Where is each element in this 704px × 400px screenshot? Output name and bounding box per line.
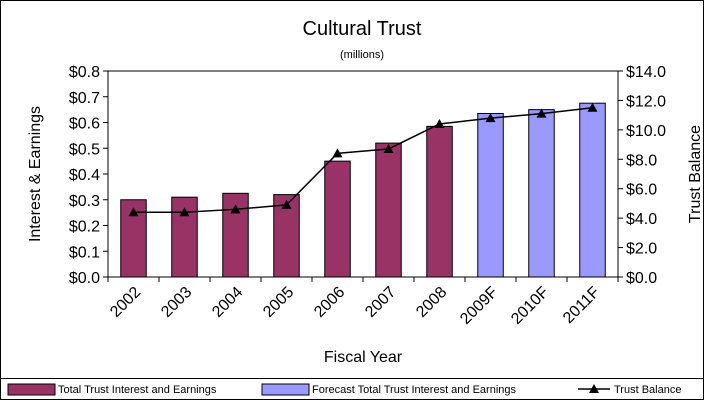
- legend: Total Trust Interest and Earnings Forecas…: [7, 383, 681, 396]
- bar-forecast-2010F: [528, 109, 555, 278]
- trust-balance-marker-2008: [434, 118, 445, 128]
- bar-actual-2008: [426, 125, 453, 278]
- y-axis-left: $0.0 $0.1 $0.2 $0.3 $0.4 $0.5 $0.6 $0.7 $0.8: [69, 64, 108, 287]
- bar-forecast-2011F: [579, 102, 606, 278]
- y-tick-label-right: $8.0: [626, 152, 657, 169]
- legend-swatch-forecast: [261, 383, 310, 396]
- trust-balance-marker-2005: [281, 199, 292, 209]
- legend-swatch-actual: [7, 383, 56, 396]
- legend-label-forecast: Forecast Total Trust Interest and Earnin…: [312, 384, 517, 396]
- y-axis-title-left: Interest & Earnings: [27, 106, 44, 242]
- trust-balance-marker-2003: [179, 207, 190, 217]
- y-tick-label-left: $0.4: [69, 167, 100, 184]
- trust-balance-marker-2011F: [587, 102, 598, 112]
- chart-subtitle: (millions): [340, 49, 384, 61]
- y-tick-label-left: $0.6: [69, 116, 100, 133]
- legend-label-line: Trust Balance: [614, 384, 681, 396]
- y-axis-title-right: Trust Balance: [687, 125, 704, 223]
- y-tick-label-right: $14.0: [626, 64, 666, 81]
- x-axis-title: Fiscal Year: [324, 349, 403, 366]
- trust-balance-marker-2006: [332, 148, 343, 158]
- bar-actual-2006: [324, 160, 351, 278]
- bar-series-group: [120, 102, 606, 278]
- bar-actual-2007: [375, 142, 402, 278]
- y-tick-label-right: $10.0: [626, 123, 666, 140]
- y-tick-label-left: $0.1: [69, 244, 100, 261]
- trust-balance-line-group: [128, 102, 598, 217]
- y-tick-label-left: $0.0: [69, 270, 100, 287]
- y-tick-label-left: $0.3: [69, 193, 100, 210]
- y-tick-label-right: $2.0: [626, 241, 657, 258]
- y-tick-label-left: $0.8: [69, 64, 100, 81]
- trust-balance-line: [133, 107, 593, 214]
- trust-balance-marker-2002: [128, 207, 139, 217]
- bar-forecast-2009F: [477, 112, 504, 278]
- y-axis-right: $0.0 $2.0 $4.0 $6.0 $8.0 $10.0 $12.0 $14.0: [618, 64, 666, 287]
- y-tick-label-left: $0.2: [69, 219, 100, 236]
- y-tick-label-right: $12.0: [626, 93, 666, 110]
- trust-balance-marker-2010F: [536, 108, 547, 118]
- y-tick-label-left: $0.7: [69, 90, 100, 107]
- trust-balance-marker-2007: [383, 143, 394, 153]
- trust-balance-marker-2009F: [485, 113, 496, 123]
- y-tick-label-right: $0.0: [626, 270, 657, 287]
- legend-swatch-marker: [589, 384, 599, 393]
- chart-title: Cultural Trust: [303, 18, 422, 40]
- legend-label-actual: Total Trust Interest and Earnings: [58, 384, 217, 396]
- y-tick-label-right: $4.0: [626, 211, 657, 228]
- y-tick-label-left: $0.5: [69, 141, 100, 158]
- y-tick-label-right: $6.0: [626, 182, 657, 199]
- trust-balance-marker-2004: [230, 204, 241, 214]
